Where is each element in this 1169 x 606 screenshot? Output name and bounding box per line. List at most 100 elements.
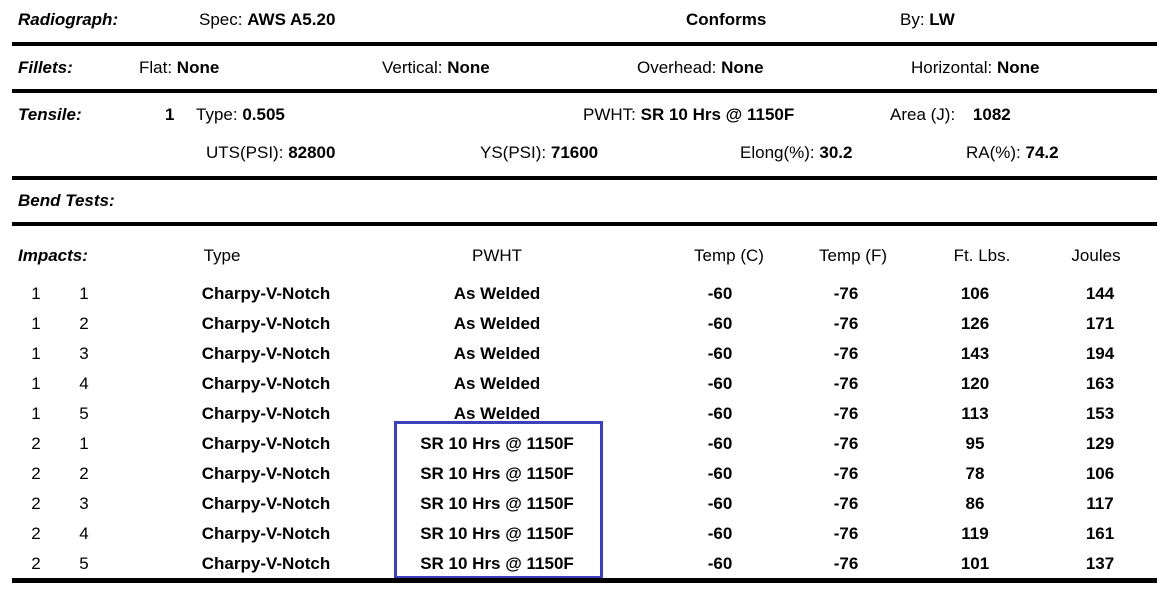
horizontal-label: Horizontal: (911, 58, 993, 77)
impact-row-1: 1 1 Charpy-V-Notch As Welded -60 -76 106… (0, 279, 1169, 309)
pwht-highlight-box (394, 421, 603, 579)
impact-joules: 106 (1085, 464, 1115, 483)
column-header-type: Type (203, 246, 241, 265)
area-value: 1082 (972, 105, 1011, 124)
tensile-area: Area (J): 1082 (890, 105, 1011, 125)
impact-pwht: SR 10 Hrs @ 1150F (420, 464, 574, 483)
column-header-joules: Joules (1071, 246, 1121, 265)
pwht-value: SR 10 Hrs @ 1150F (640, 105, 795, 124)
impact-ft-lbs: 113 (961, 404, 989, 423)
impact-type: Charpy-V-Notch (201, 494, 331, 513)
bend-tests-label: Bend Tests: (18, 191, 115, 210)
fillets-horizontal: Horizontal: None (911, 58, 1040, 78)
fillets-overhead: Overhead: None (637, 58, 764, 78)
tensile-uts: UTS(PSI): 82800 (206, 143, 335, 163)
impact-temp-f: -76 (833, 314, 859, 333)
spec-value: AWS A5.20 (247, 10, 336, 29)
impact-specimen: 4 (79, 374, 89, 393)
impact-specimen: 2 (79, 464, 89, 483)
impact-temp-f: -76 (833, 464, 859, 483)
divider-4 (12, 222, 1157, 226)
impact-row-2: 1 2 Charpy-V-Notch As Welded -60 -76 126… (0, 309, 1169, 339)
radiograph-spec: Spec: AWS A5.20 (199, 10, 335, 30)
impact-temp-f: -76 (833, 524, 859, 543)
impact-ft-lbs: 86 (965, 494, 985, 513)
impact-pwht: As Welded (453, 284, 541, 303)
impact-pwht: SR 10 Hrs @ 1150F (420, 434, 574, 453)
impacts-header: Impacts: Type PWHT Temp (C) Temp (F) Ft.… (0, 246, 1169, 268)
impact-temp-f: -76 (833, 344, 859, 363)
impact-group: 2 (31, 524, 41, 543)
impact-ft-lbs: 119 (961, 524, 989, 543)
column-header-ft-lbs: Ft. Lbs. (953, 246, 1011, 265)
impact-group: 1 (31, 374, 41, 393)
fillets-vertical: Vertical: None (382, 58, 490, 78)
impact-temp-c: -60 (707, 314, 733, 333)
spec-label: Spec: (199, 10, 243, 29)
impact-specimen: 5 (79, 554, 89, 573)
tensile-ra: RA(%): 74.2 (966, 143, 1059, 163)
impact-joules: 137 (1085, 554, 1115, 573)
tensile-section-line2: UTS(PSI): 82800 YS(PSI): 71600 Elong(%):… (0, 143, 1169, 165)
impact-row-5: 1 5 Charpy-V-Notch As Welded -60 -76 113… (0, 399, 1169, 429)
type-label: Type: (196, 105, 238, 124)
by-label: By: (900, 10, 925, 29)
impact-ft-lbs: 95 (965, 434, 985, 453)
impact-group: 1 (31, 314, 41, 333)
divider-bottom (12, 578, 1157, 583)
impacts-table: 1 1 Charpy-V-Notch As Welded -60 -76 106… (0, 279, 1169, 579)
ys-label: YS(PSI): (480, 143, 547, 162)
flat-label: Flat: (139, 58, 173, 77)
impact-specimen: 3 (79, 344, 89, 363)
impact-temp-c: -60 (707, 284, 733, 303)
overhead-value: None (721, 58, 764, 77)
impact-pwht: As Welded (453, 344, 541, 363)
ra-value: 74.2 (1025, 143, 1059, 162)
impact-specimen: 4 (79, 524, 89, 543)
impact-temp-f: -76 (833, 404, 859, 423)
vertical-label: Vertical: (382, 58, 443, 77)
impact-ft-lbs: 78 (965, 464, 985, 483)
area-label: Area (J): (890, 105, 956, 124)
impact-temp-f: -76 (833, 374, 859, 393)
impact-joules: 117 (1086, 494, 1114, 513)
impact-joules: 161 (1085, 524, 1115, 543)
fillets-section: Fillets: Flat: None Vertical: None Overh… (0, 58, 1169, 80)
impact-temp-c: -60 (707, 524, 733, 543)
impact-specimen: 5 (79, 404, 89, 423)
tensile-type: Type: 0.505 (196, 105, 285, 125)
impact-group: 2 (31, 434, 41, 453)
impact-pwht: As Welded (453, 314, 541, 333)
column-header-temp-f: Temp (F) (819, 246, 887, 265)
impact-temp-f: -76 (833, 554, 859, 573)
impact-joules: 171 (1085, 314, 1115, 333)
impact-type: Charpy-V-Notch (201, 374, 331, 393)
impact-temp-c: -60 (707, 404, 733, 423)
radiograph-section: Radiograph: Spec: AWS A5.20 Conforms By:… (0, 10, 1169, 32)
impact-type: Charpy-V-Notch (201, 404, 331, 423)
impact-type: Charpy-V-Notch (201, 464, 331, 483)
impact-row-6: 2 1 Charpy-V-Notch SR 10 Hrs @ 1150F -60… (0, 429, 1169, 459)
impact-type: Charpy-V-Notch (201, 524, 331, 543)
tensile-label: Tensile: (18, 105, 82, 124)
impact-group: 1 (31, 284, 41, 303)
impact-temp-f: -76 (833, 284, 859, 303)
fillets-flat: Flat: None (139, 58, 219, 78)
impact-type: Charpy-V-Notch (201, 344, 331, 363)
impact-group: 2 (31, 464, 41, 483)
impact-ft-lbs: 106 (960, 284, 990, 303)
type-value: 0.505 (242, 105, 285, 124)
impact-row-7: 2 2 Charpy-V-Notch SR 10 Hrs @ 1150F -60… (0, 459, 1169, 489)
flat-value: None (176, 58, 220, 77)
impact-joules: 153 (1085, 404, 1115, 423)
impact-group: 2 (31, 494, 41, 513)
fillets-label: Fillets: (18, 58, 73, 77)
impact-joules: 194 (1085, 344, 1115, 363)
impact-temp-c: -60 (707, 494, 733, 513)
impact-temp-c: -60 (707, 434, 733, 453)
divider-2 (12, 89, 1157, 93)
impact-pwht: As Welded (453, 374, 541, 393)
impact-row-10: 2 5 Charpy-V-Notch SR 10 Hrs @ 1150F -60… (0, 549, 1169, 579)
impact-row-9: 2 4 Charpy-V-Notch SR 10 Hrs @ 1150F -60… (0, 519, 1169, 549)
